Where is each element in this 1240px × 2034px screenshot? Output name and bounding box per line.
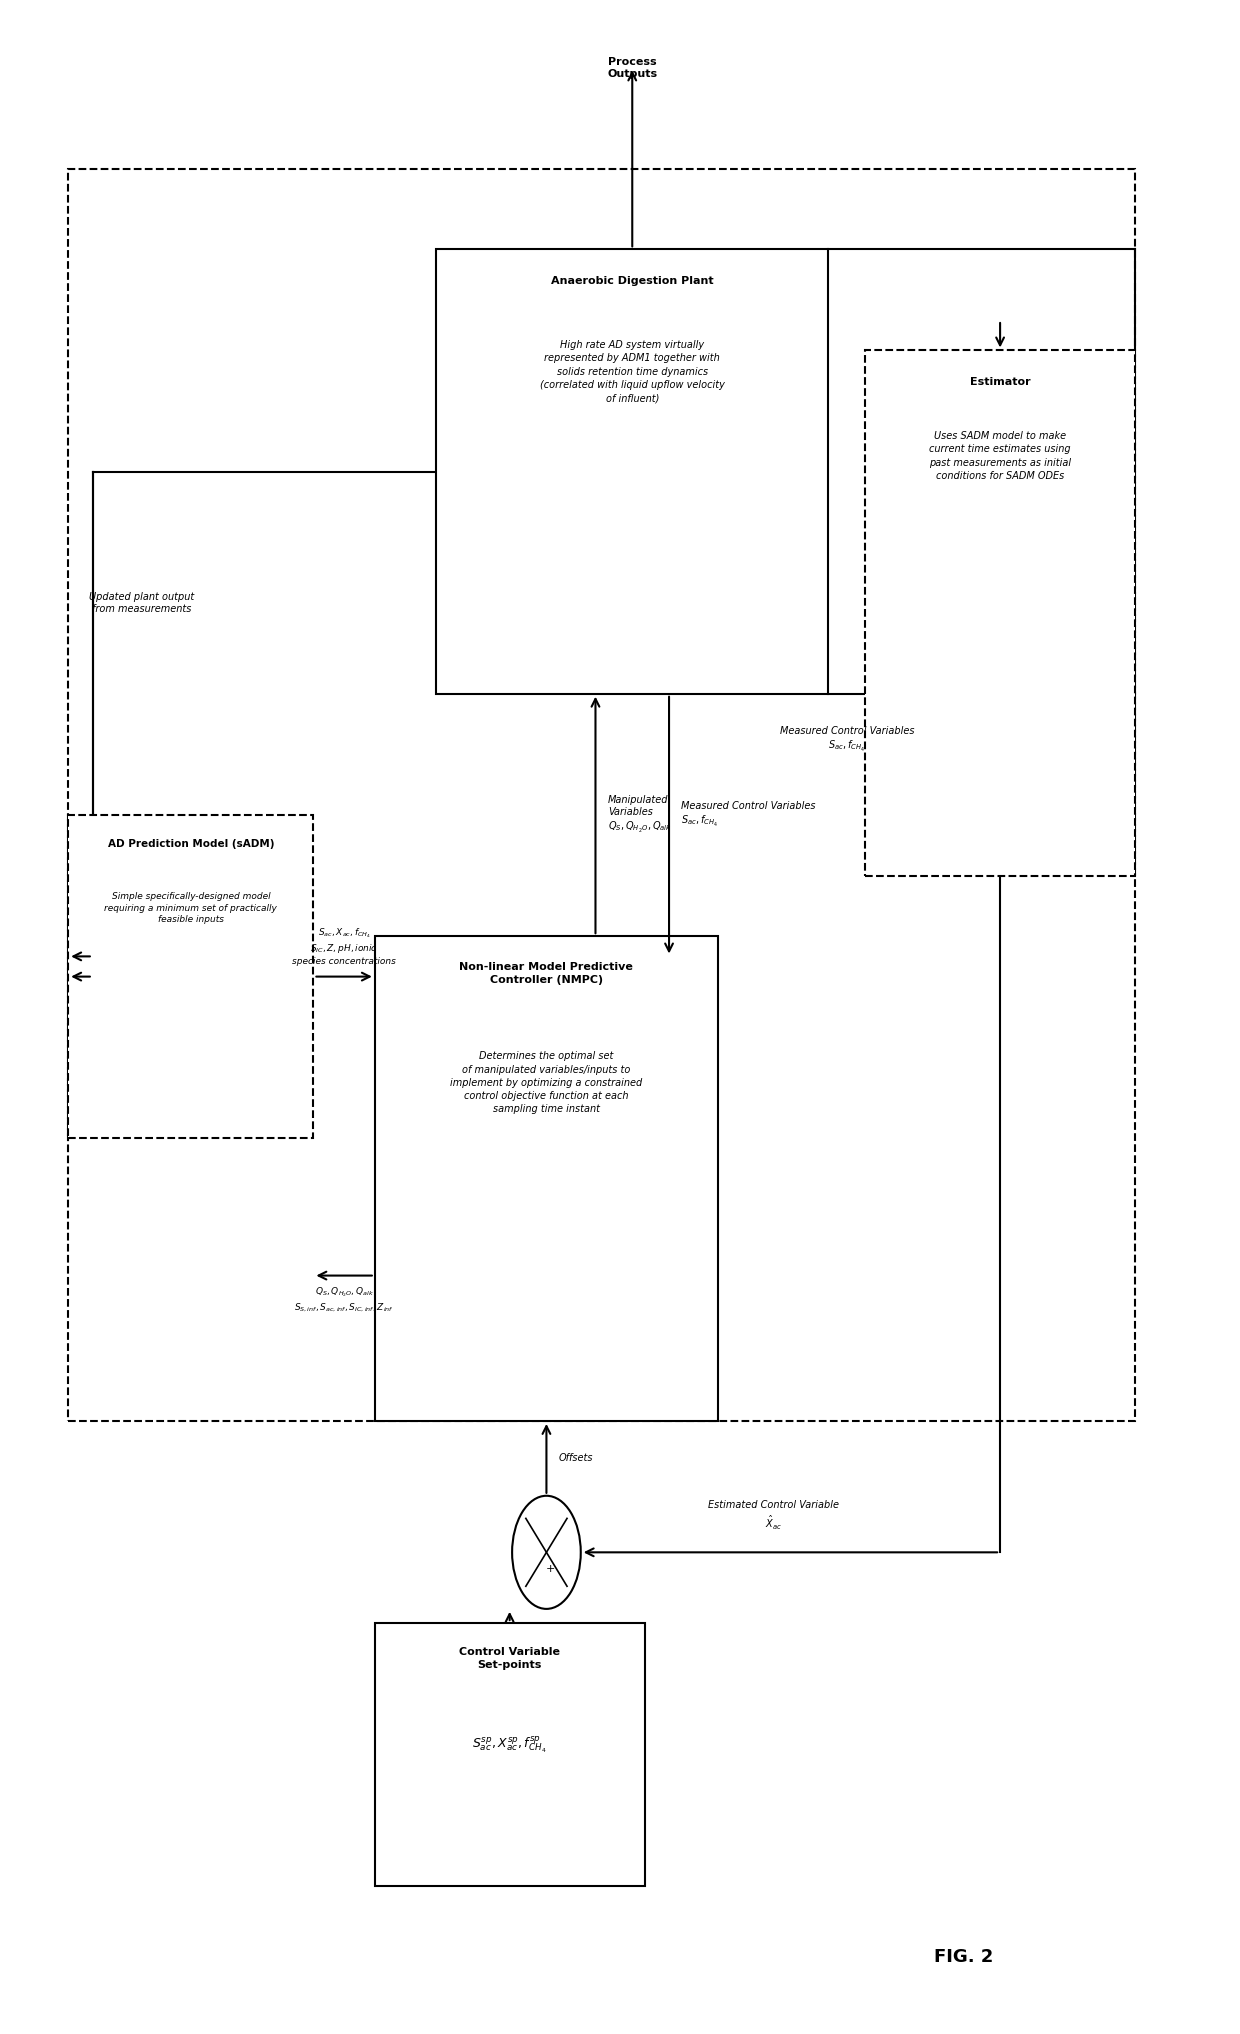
Text: Control Variable
Set-points: Control Variable Set-points: [459, 1648, 560, 1670]
Text: Non-linear Model Predictive
Controller (NMPC): Non-linear Model Predictive Controller (…: [460, 962, 634, 984]
Text: Process
Outputs: Process Outputs: [608, 57, 657, 79]
Text: Offsets: Offsets: [559, 1454, 593, 1462]
Text: FIG. 2: FIG. 2: [934, 1949, 993, 1967]
Text: Measured Control Variables
$S_{ac}, f_{CH_4}$: Measured Control Variables $S_{ac}, f_{C…: [681, 801, 816, 830]
Text: Measured Control Variables
$S_{ac}, f_{CH_4}$: Measured Control Variables $S_{ac}, f_{C…: [780, 726, 914, 755]
Text: $S_{ac}, X_{ac}, f_{CH_4}$
$S_{IC}, Z, pH, ionic$
species concentrations: $S_{ac}, X_{ac}, f_{CH_4}$ $S_{IC}, Z, p…: [293, 925, 396, 966]
Bar: [374, 1623, 645, 1886]
Text: AD Prediction Model (sADM): AD Prediction Model (sADM): [108, 840, 274, 850]
Text: Uses SADM model to make
current time estimates using
past measurements as initia: Uses SADM model to make current time est…: [929, 431, 1071, 480]
Text: Updated plant output
from measurements: Updated plant output from measurements: [89, 592, 195, 614]
Text: High rate AD system virtually
represented by ADM1 together with
solids retention: High rate AD system virtually represente…: [539, 340, 724, 403]
Text: Manipulated
Variables
$Q_S, Q_{H_2O}, Q_{alk}$: Manipulated Variables $Q_S, Q_{H_2O}, Q_…: [608, 795, 672, 836]
Text: Simple specifically-designed model
requiring a minimum set of practically
feasib: Simple specifically-designed model requi…: [104, 891, 278, 923]
Text: Estimator: Estimator: [970, 376, 1030, 386]
Bar: [436, 250, 828, 694]
Text: $Q_S, Q_{H_2O}, Q_{alk}$
$S_{S,inf}, S_{ac,inf}, S_{IC,inf}, Z_{inf}$: $Q_S, Q_{H_2O}, Q_{alk}$ $S_{S,inf}, S_{…: [294, 1285, 394, 1314]
Bar: [866, 350, 1135, 875]
Text: $S_{ac}^{sp}, X_{ac}^{sp}, f_{CH_4}^{sp}$: $S_{ac}^{sp}, X_{ac}^{sp}, f_{CH_4}^{sp}…: [472, 1735, 547, 1755]
Text: Anaerobic Digestion Plant: Anaerobic Digestion Plant: [551, 277, 713, 285]
Bar: [68, 816, 314, 1139]
Text: Determines the optimal set
of manipulated variables/inputs to
implement by optim: Determines the optimal set of manipulate…: [450, 1052, 642, 1115]
Text: +: +: [546, 1564, 554, 1574]
Bar: [68, 169, 1135, 1422]
Text: Estimated Control Variable
$\hat{X}_{ac}$: Estimated Control Variable $\hat{X}_{ac}…: [708, 1499, 838, 1532]
Bar: [374, 936, 718, 1422]
